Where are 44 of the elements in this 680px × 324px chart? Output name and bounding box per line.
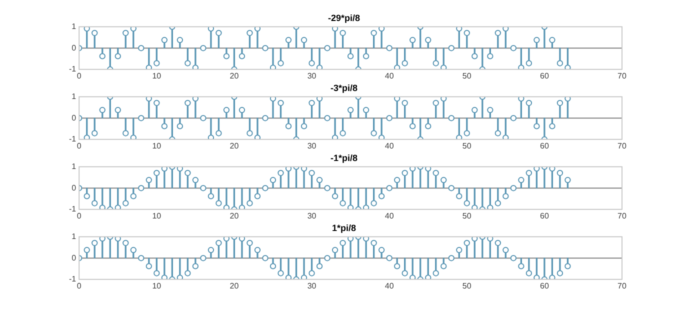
x-tick-label: 10 — [152, 211, 162, 220]
x-tick-label: 40 — [384, 281, 394, 290]
y-tick-label: 0 — [72, 253, 77, 262]
x-tick-label: 60 — [540, 211, 550, 220]
x-tick-label: 50 — [462, 281, 472, 290]
x-tick-label: 40 — [384, 211, 394, 220]
x-tick-label: 30 — [307, 211, 317, 220]
y-tick-label: -1 — [68, 204, 77, 214]
x-tick-label: 60 — [540, 141, 550, 150]
x-tick-label: 60 — [540, 281, 550, 290]
chart-title: 1*pi/8 — [332, 222, 356, 233]
chart-title: -3*pi/8 — [330, 82, 358, 93]
x-tick-label: 30 — [307, 281, 317, 290]
x-tick-label: 50 — [462, 141, 472, 150]
x-tick-label: 70 — [618, 281, 627, 290]
y-tick-label: 0 — [72, 183, 77, 192]
y-tick-label: -1 — [68, 274, 77, 284]
x-tick-label: 20 — [230, 281, 240, 290]
y-tick-label: 0 — [72, 43, 77, 52]
y-tick-label: 1 — [72, 162, 77, 172]
x-tick-label: 10 — [152, 141, 162, 150]
y-tick-label: 1 — [72, 92, 77, 102]
x-tick-label: 70 — [618, 71, 627, 80]
y-tick-label: 1 — [72, 232, 77, 242]
x-tick-label: 30 — [307, 71, 317, 80]
y-tick-label: 0 — [72, 113, 77, 122]
x-tick-label: 30 — [307, 141, 317, 150]
x-tick-label: 10 — [152, 281, 162, 290]
x-tick-label: 10 — [152, 71, 162, 80]
chart-title: -29*pi/8 — [328, 12, 360, 23]
y-tick-label: -1 — [68, 134, 77, 144]
chart-title: -1*pi/8 — [330, 152, 358, 163]
x-tick-label: 20 — [230, 141, 240, 150]
x-tick-label: 60 — [540, 71, 550, 80]
x-tick-label: 50 — [462, 71, 472, 80]
y-tick-label: 1 — [72, 22, 77, 32]
x-tick-label: 70 — [618, 211, 627, 220]
x-tick-label: 50 — [462, 211, 472, 220]
x-tick-label: 20 — [230, 71, 240, 80]
x-tick-label: 40 — [384, 71, 394, 80]
x-tick-label: 70 — [618, 141, 627, 150]
x-tick-label: 20 — [230, 211, 240, 220]
y-tick-label: -1 — [68, 64, 77, 74]
x-tick-label: 40 — [384, 141, 394, 150]
